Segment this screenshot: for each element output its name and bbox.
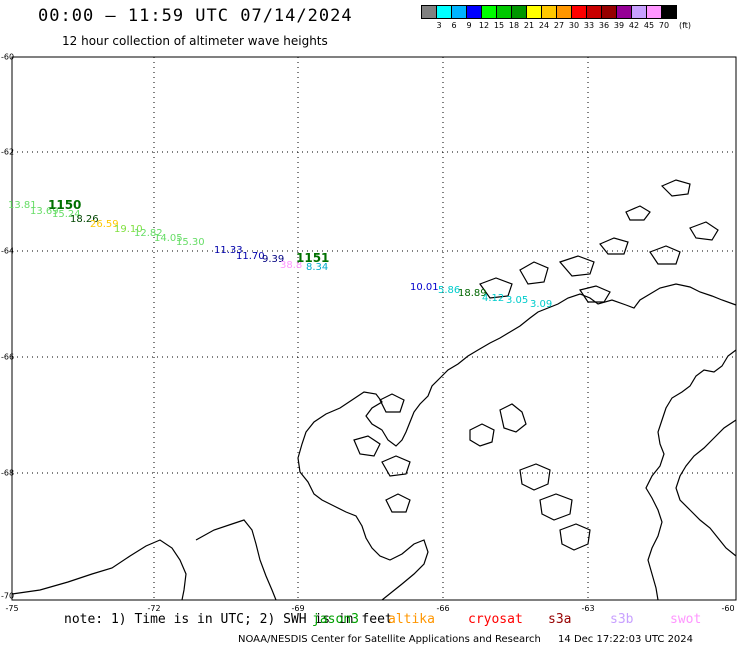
island-gulf-b — [353, 435, 381, 457]
island-northeast-e — [649, 245, 681, 265]
island-gulf-c — [381, 455, 411, 477]
color-swatch — [661, 5, 677, 19]
color-scale-label: 27 — [553, 21, 565, 30]
lon-label: -72 — [147, 604, 161, 613]
graticule — [12, 57, 736, 600]
color-scale-label: 12 — [478, 21, 490, 30]
island-northeast-a — [660, 179, 691, 197]
wave-height-reading: 26.59 — [90, 219, 119, 230]
wave-height-reading: 38.8 — [280, 260, 302, 271]
color-scale-label: 33 — [583, 21, 595, 30]
color-scale-label: 30 — [568, 21, 580, 30]
island-shetland-b — [479, 277, 513, 299]
lon-label: -69 — [291, 604, 305, 613]
lon-label: -60 — [721, 604, 735, 613]
wave-height-reading: 18.89 — [458, 288, 487, 299]
color-scale-label: 6 — [451, 21, 457, 30]
lat-label: -70 — [1, 591, 15, 601]
lat-label: -62 — [1, 147, 15, 157]
map-border — [11, 56, 737, 601]
color-scale-label: 45 — [643, 21, 655, 30]
wave-height-reading: 18.26 — [70, 214, 99, 225]
color-scale-label: 70 — [658, 21, 670, 30]
pass-id-label: 1150 — [48, 198, 81, 212]
island-channel-c — [519, 463, 551, 491]
wave-height-reading: 13.81 — [8, 200, 37, 211]
satellite-legend-s3b: s3b — [610, 612, 634, 627]
color-scale-label: 24 — [538, 21, 550, 30]
color-scale-label: 36 — [598, 21, 610, 30]
wave-height-reading: 14.05 — [154, 233, 183, 244]
pass-id-label: 1151 — [296, 251, 329, 265]
footer-credit: NOAA/NESDIS Center for Satellite Applica… — [238, 634, 693, 645]
observation-layer: 13.8113.6915.2418.2626.5919.1012.8214.05… — [8, 198, 552, 310]
island-northeast-d — [599, 237, 629, 255]
lat-label: -64 — [1, 246, 15, 256]
satellite-legend-altika: altika — [388, 612, 435, 627]
island-channel-d — [539, 493, 573, 521]
wave-height-reading: 12.82 — [134, 228, 163, 239]
peninsula-interior-east — [675, 419, 737, 557]
island-channel-b — [469, 423, 495, 447]
color-scale-bar — [421, 5, 677, 19]
color-scale-label: 9 — [466, 21, 472, 30]
lon-label: -66 — [436, 604, 450, 613]
wave-height-reading: 13.69 — [30, 206, 59, 217]
wave-height-reading: 19.10 — [114, 224, 143, 235]
island-channel-e — [559, 523, 591, 551]
island-shetland-c — [579, 285, 611, 303]
island-gulf-d — [385, 493, 411, 513]
wave-height-reading: 3.09 — [530, 299, 552, 310]
color-scale-label: 3 — [436, 21, 442, 30]
island-northeast-c — [689, 221, 719, 241]
lat-label: -60 — [1, 52, 15, 62]
lat-label: -68 — [1, 468, 15, 478]
wave-height-reading: 15.24 — [52, 209, 81, 220]
lon-label: -75 — [5, 604, 19, 613]
map-title: 00:00 – 11:59 UTC 07/14/2024 — [38, 6, 353, 26]
satellite-legend-s3a: s3a — [548, 612, 572, 627]
island-shetland-a — [519, 261, 549, 285]
peninsula-coast-west — [297, 283, 737, 601]
color-scale-label: 42 — [628, 21, 640, 30]
satellite-legend-jason3: jason3 — [312, 612, 359, 627]
island-northeast-b — [625, 205, 651, 221]
color-scale-label: 39 — [613, 21, 625, 30]
wave-height-reading: 11.70 — [236, 251, 265, 262]
wave-height-reading: 8.34 — [306, 262, 328, 273]
satellite-legend-cryosat: cryosat — [468, 612, 523, 627]
island-gulf-a — [379, 393, 405, 413]
color-scale-unit: (ft) — [678, 21, 692, 30]
generation-timestamp: 14 Dec 17:22:03 UTC 2024 — [558, 634, 694, 645]
island-channel-a — [499, 403, 527, 433]
shelf-edge-mid — [195, 519, 277, 601]
satellite-legend-swot: swot — [670, 612, 702, 627]
color-scale-label: 15 — [493, 21, 505, 30]
wave-height-reading: 9.39 — [262, 254, 284, 265]
credit-text: NOAA/NESDIS Center for Satellite Applica… — [238, 634, 541, 645]
color-scale-label: 21 — [523, 21, 535, 30]
lat-label: -66 — [1, 352, 15, 362]
wave-height-reading: 5.86 — [438, 285, 460, 296]
coastline — [11, 179, 737, 601]
peninsula-coast-east — [645, 349, 737, 601]
footer-note: note: 1) Time is in UTC; 2) SWH is in fe… — [64, 612, 393, 627]
wave-height-reading: 11.33 — [214, 245, 243, 256]
wave-height-reading: 3.05 — [506, 295, 528, 306]
lon-label: -63 — [581, 604, 595, 613]
color-scale-label: 18 — [508, 21, 520, 30]
map-subtitle: 12 hour collection of altimeter wave hei… — [62, 34, 328, 48]
wave-height-reading: 15.30 — [176, 237, 205, 248]
island-northeast-f — [558, 255, 595, 277]
wave-height-reading: 10.01 — [410, 282, 439, 293]
wave-height-reading: 4.12 — [482, 293, 504, 304]
shelf-edge-south — [11, 539, 187, 601]
